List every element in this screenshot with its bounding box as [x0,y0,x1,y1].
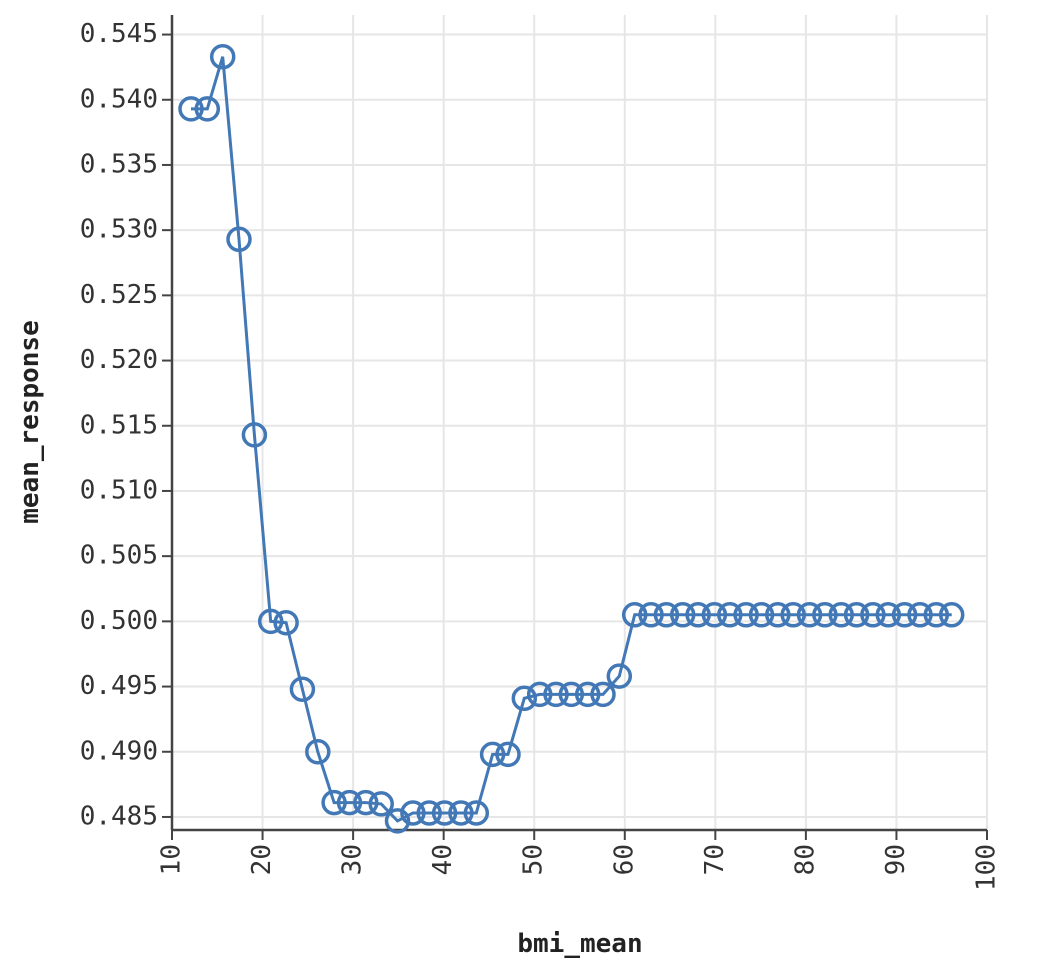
x-tick-label: 80 [790,844,820,875]
y-tick-label: 0.485 [80,801,158,831]
data-point [938,602,965,628]
data-point [717,602,743,628]
data-point [495,741,521,768]
data-point [765,602,791,628]
data-point [590,681,616,708]
data-point [526,681,553,708]
series-line [191,56,952,823]
data-point [448,800,474,826]
chart-axes [170,15,987,832]
data-point [241,422,268,448]
data-point [336,789,363,816]
y-tick-label: 0.535 [80,149,158,179]
data-point [226,226,252,253]
data-point [653,602,680,628]
y-tick-label: 0.540 [80,84,158,114]
x-tick-label: 90 [881,844,911,875]
data-point [685,602,711,628]
data-point [289,676,316,702]
data-point [431,800,458,826]
series-group [178,43,965,834]
data-point [384,808,411,834]
y-tick-label: 0.505 [80,541,158,571]
data-point [400,800,426,826]
y-tick-label: 0.500 [80,606,158,636]
x-tick-label: 50 [519,844,549,875]
data-point [701,602,728,628]
x-axis-ticks: 10 20 30 40 50 60 70 80 90 100 [157,830,1002,891]
x-tick-label: 100 [972,844,1002,891]
data-point [368,791,394,817]
x-tick-label: 70 [700,844,730,875]
data-point [860,602,886,628]
data-point [416,800,442,826]
x-tick-label: 60 [609,844,639,875]
x-tick-label: 10 [157,844,187,875]
data-point [463,800,490,826]
data-point [479,741,506,768]
data-point [257,608,284,635]
y-tick-label: 0.520 [80,345,158,375]
data-point [796,602,823,628]
data-point [907,602,933,628]
y-tick-label: 0.515 [80,410,158,440]
data-point [353,789,379,816]
data-point [748,602,775,628]
y-tick-label: 0.545 [80,19,158,49]
data-point [178,96,204,122]
y-axis-ticks: 0.485 0.490 0.495 0.500 0.505 0.510 0.515 0.520… [80,19,172,831]
x-tick-label: 30 [338,844,368,875]
data-point [638,602,664,628]
data-point [606,663,633,689]
data-point [305,739,331,765]
data-point [574,681,601,708]
data-point [273,609,299,636]
data-point [812,602,838,628]
data-point [875,602,902,628]
y-tick-label: 0.525 [80,280,158,310]
x-axis-title: bmi_mean [517,929,642,959]
data-point [621,602,648,628]
chart-grid [171,15,988,830]
data-point [923,602,950,628]
x-tick-label: 20 [247,844,277,875]
y-tick-label: 0.495 [80,671,158,701]
data-point [511,685,538,712]
x-tick-label: 40 [428,844,458,875]
data-point [733,602,759,628]
data-point [194,96,221,122]
data-point [669,602,696,628]
y-tick-label: 0.510 [80,475,158,505]
data-point [843,602,870,628]
data-point [209,43,236,70]
y-axis-title: mean_response [15,320,45,524]
data-point [543,681,569,708]
y-tick-label: 0.530 [80,215,158,245]
data-point [780,602,806,628]
data-point [891,602,918,628]
data-point [828,602,854,628]
data-point [558,681,585,708]
y-tick-label: 0.490 [80,736,158,766]
data-point [321,789,347,816]
